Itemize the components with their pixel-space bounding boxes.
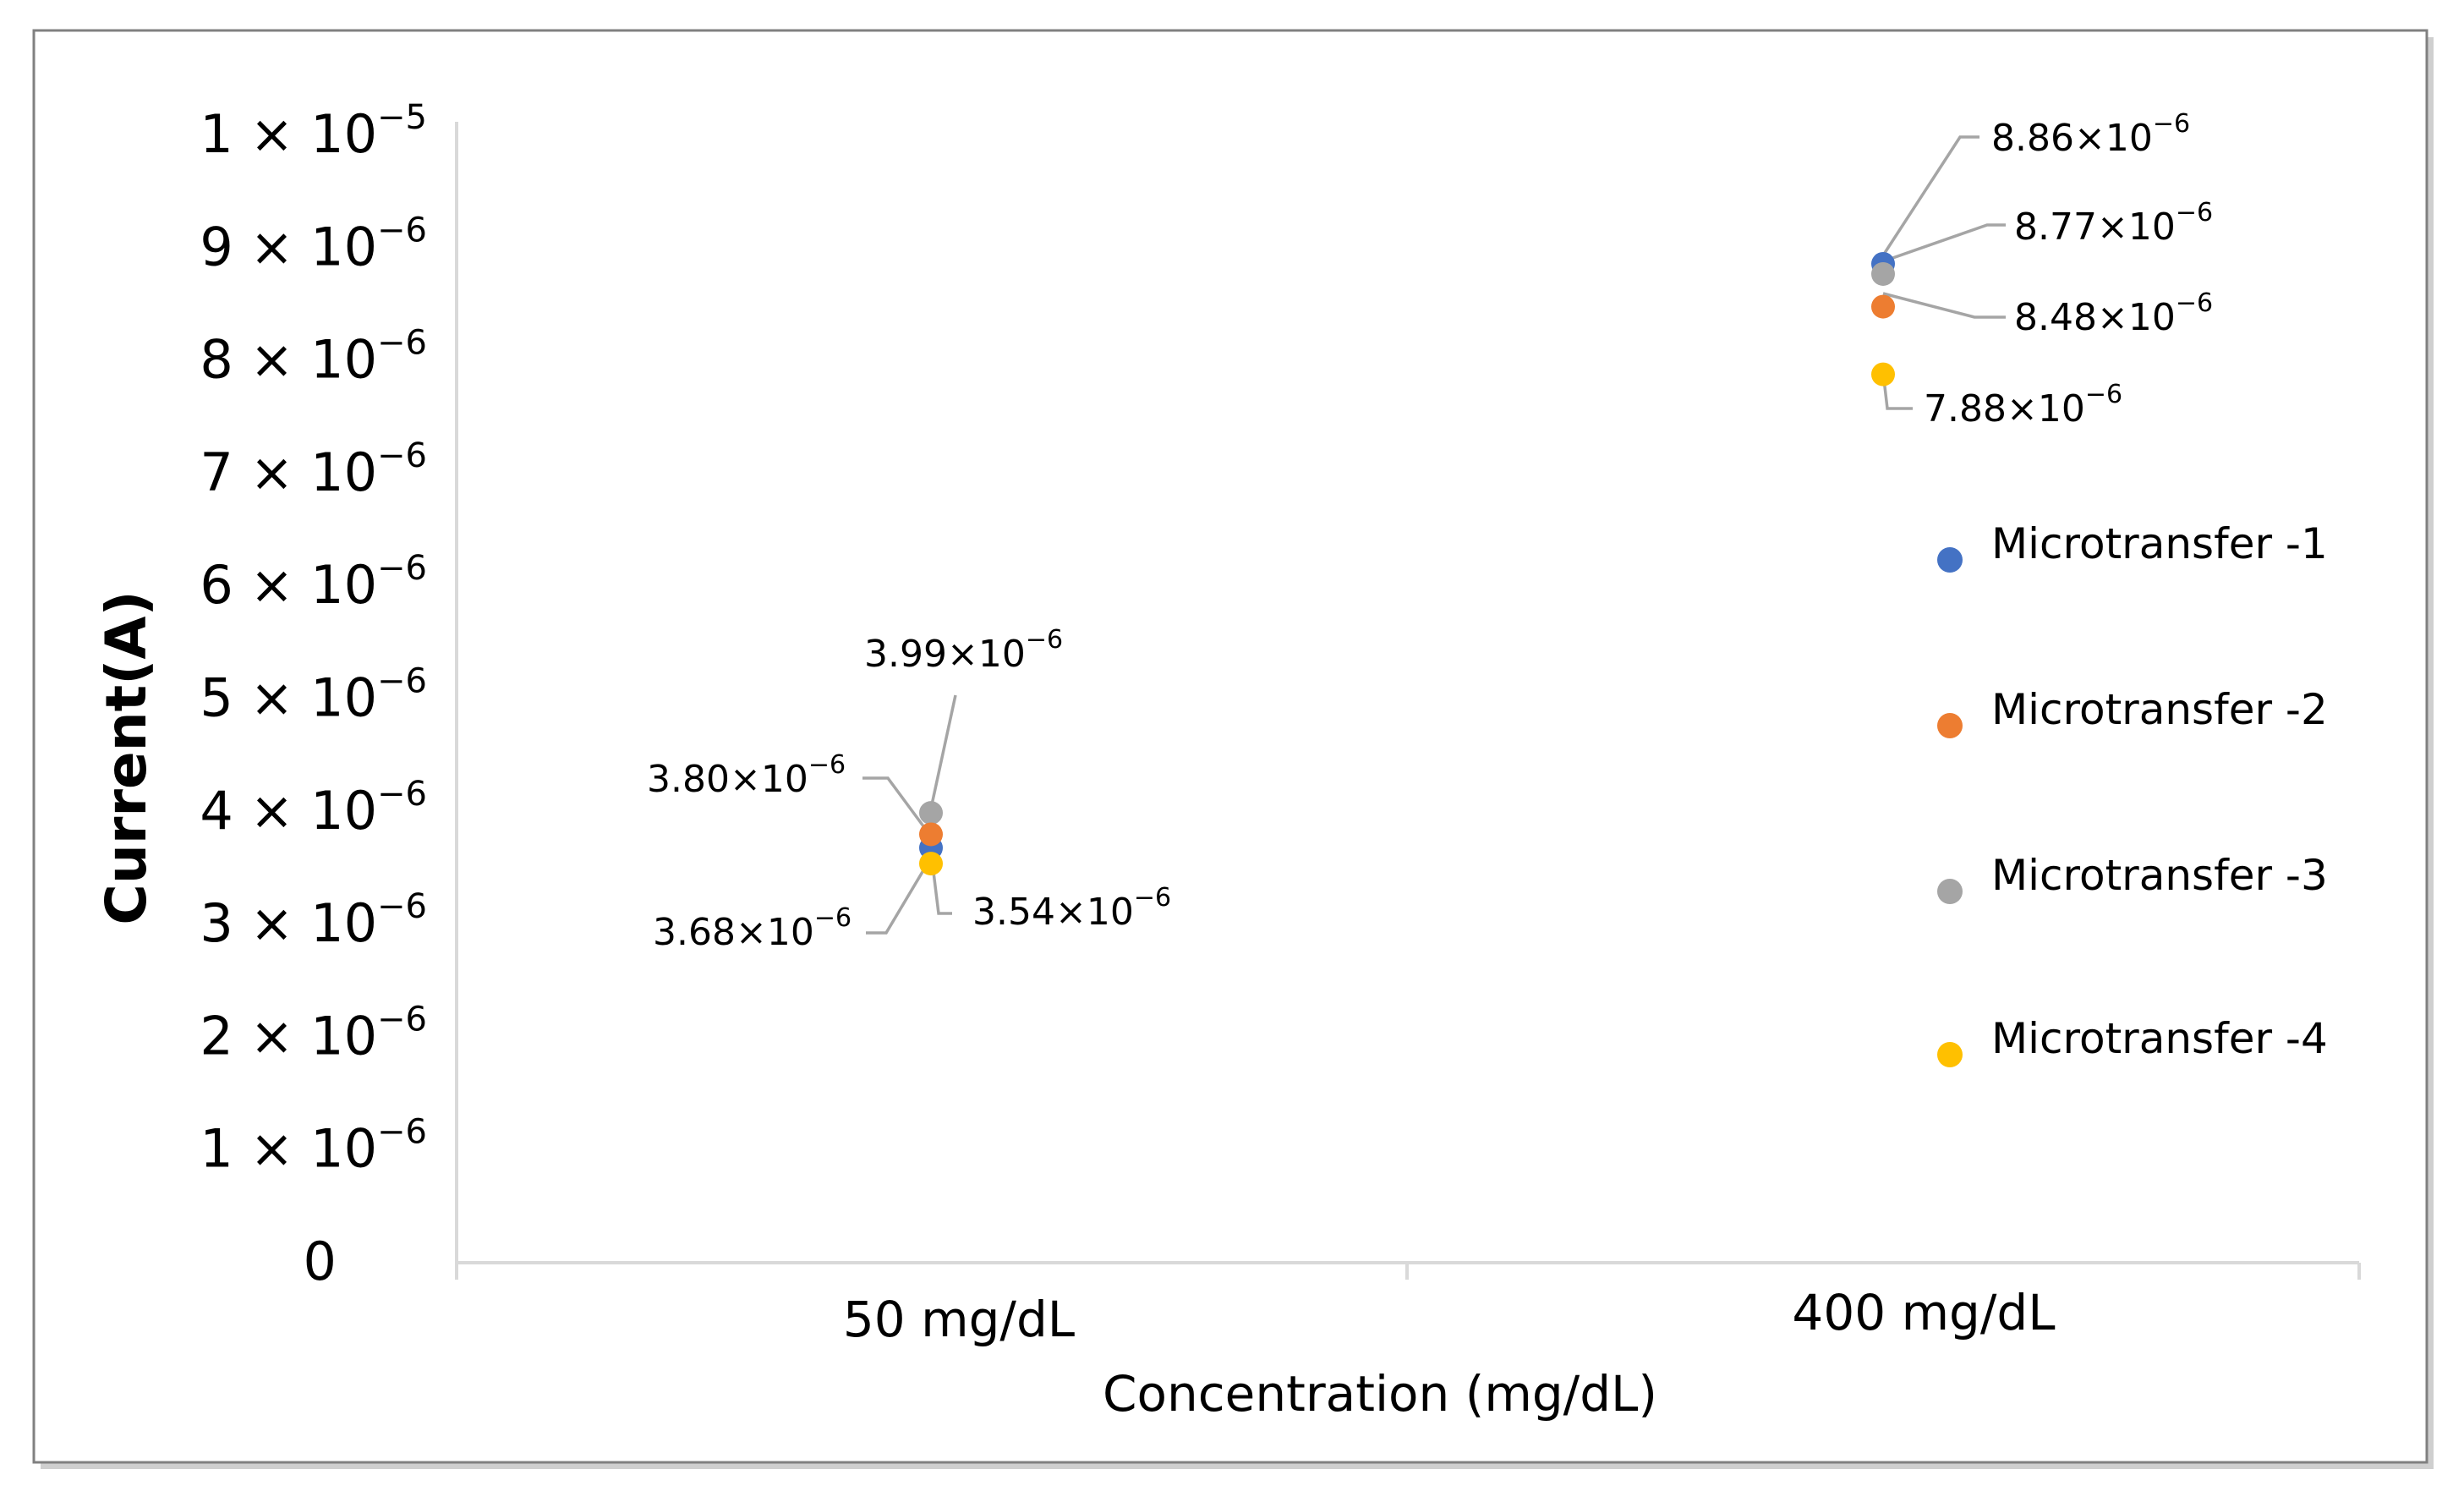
- y-tick-label: 9 × 10−6: [200, 211, 427, 277]
- data-label: 3.80×10−6: [647, 750, 846, 801]
- y-tick-label: 8 × 10−6: [200, 324, 427, 391]
- data-label: 8.77×10−6: [2014, 198, 2213, 249]
- legend-label: Microtransfer -3: [1991, 851, 2328, 900]
- chart-frame: [32, 29, 2428, 1464]
- y-tick-label: 3 × 10−6: [200, 887, 427, 954]
- y-tick-label: 4 × 10−6: [200, 775, 427, 842]
- legend-item-3: Microtransfer -3: [1937, 851, 2328, 904]
- leader-line: [931, 864, 952, 915]
- data-label: 7.88×10−6: [1924, 380, 2122, 430]
- data-point-microtransfer-3-cat2: [1871, 261, 1895, 286]
- leader-line: [1881, 135, 1979, 256]
- data-label: 8.86×10−6: [1991, 109, 2190, 160]
- leader-line: [862, 776, 933, 838]
- data-point-microtransfer-3-cat1: [919, 801, 943, 825]
- y-tick-label: 2 × 10−6: [200, 1000, 427, 1067]
- legend-marker: [1937, 547, 1963, 573]
- legend-label: Microtransfer -4: [1991, 1014, 2328, 1063]
- legend-marker: [1937, 1042, 1963, 1067]
- y-tick-label: 0: [304, 1231, 337, 1292]
- x-tick-label: 50 mg/dL: [843, 1291, 1075, 1348]
- legend-item-1: Microtransfer -1: [1937, 519, 2328, 573]
- leader-line: [929, 694, 957, 809]
- y-axis-title: Current(A): [94, 590, 159, 924]
- data-point-microtransfer-2-cat2: [1871, 294, 1895, 319]
- legend-label: Microtransfer -2: [1991, 685, 2328, 734]
- y-tick-label: 1 × 10−6: [200, 1113, 427, 1180]
- y-tick-label: 1 × 10−5: [200, 98, 427, 165]
- legend-item-2: Microtransfer -2: [1937, 685, 2328, 738]
- legend-marker: [1937, 879, 1963, 904]
- data-label: 3.54×10−6: [972, 883, 1171, 934]
- leader-line: [866, 857, 933, 935]
- x-axis-title: Concentration (mg/dL): [1103, 1365, 1657, 1423]
- legend-label: Microtransfer -1: [1991, 519, 2328, 568]
- x-tick-label: 400 mg/dL: [1792, 1284, 2055, 1341]
- leader-line: [1882, 292, 2006, 319]
- data-label: 3.68×10−6: [653, 903, 851, 954]
- data-label: 3.99×10−6: [864, 625, 1063, 676]
- data-point-microtransfer-4-cat1: [919, 852, 943, 876]
- y-tick-label: 6 × 10−6: [200, 549, 427, 616]
- data-point-microtransfer-2-cat1: [919, 822, 943, 847]
- legend-item-4: Microtransfer -4: [1937, 1014, 2328, 1067]
- data-label: 8.48×10−6: [2014, 288, 2213, 339]
- y-tick-label: 5 × 10−6: [200, 662, 427, 729]
- leader-line: [1882, 223, 2006, 263]
- legend-marker: [1937, 713, 1963, 738]
- y-tick-label: 7 × 10−6: [200, 436, 427, 503]
- data-point-microtransfer-4-cat2: [1871, 362, 1895, 387]
